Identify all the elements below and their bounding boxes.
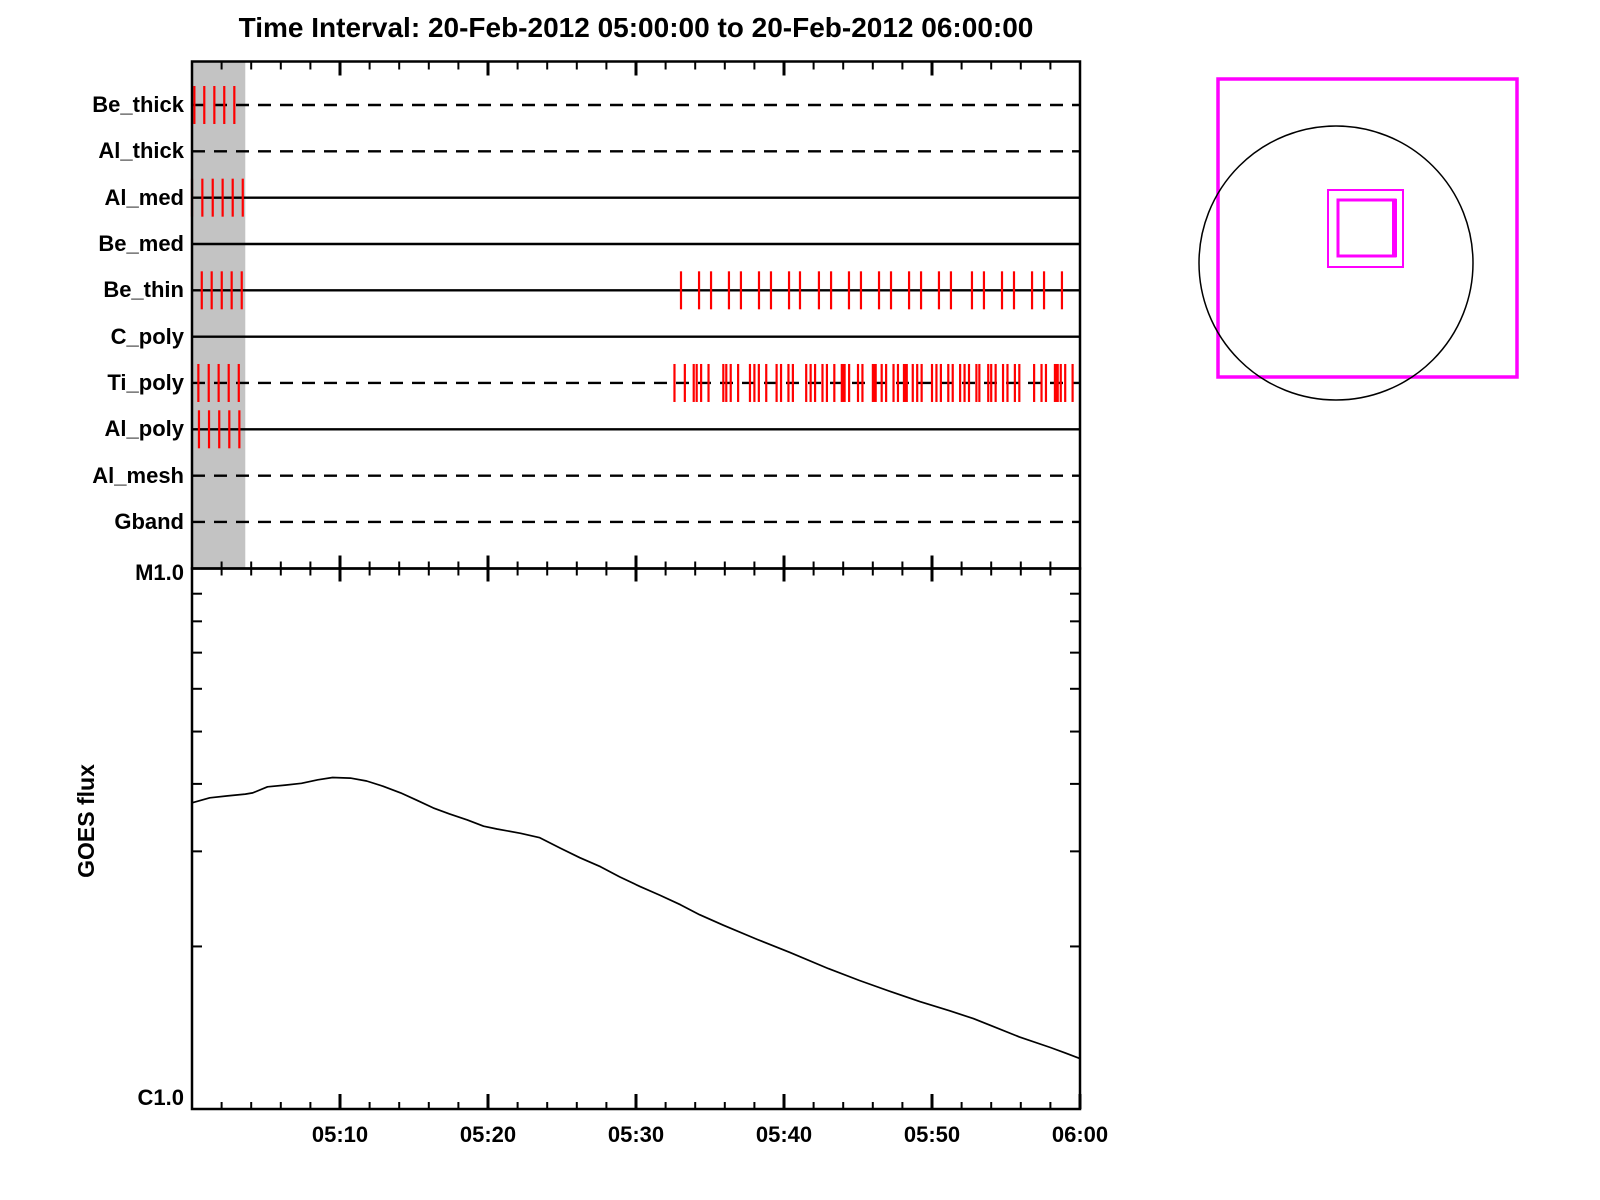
- x-tick-label-0510: 05:10: [311, 1122, 369, 1147]
- fov-outer-boundary-square: [1216, 77, 1519, 379]
- sun-fov-diagram: [1198, 77, 1519, 401]
- filter-row-label-be-thin: Be_thin: [103, 277, 184, 302]
- timeline-row-ti_poly: [192, 363, 1080, 402]
- x-tick-label-0520: 05:20: [459, 1122, 517, 1147]
- goes-ymin-label: C1.0: [137, 1085, 184, 1110]
- planned-observation-band: [192, 61, 246, 569]
- x-tick-label-0550: 05:50: [903, 1122, 961, 1147]
- fov-target-square-inner: [1336, 198, 1397, 258]
- timeline-row-be_thin: [192, 271, 1080, 310]
- timeline-row-be_thick: [192, 86, 1080, 124]
- filter-row-label-al-med: Al_med: [104, 185, 184, 210]
- filter-row-label-gband: Gband: [114, 509, 184, 534]
- goes-frame: [190, 567, 1082, 1111]
- goes-flux-panel: [190, 567, 1082, 1111]
- filter-row-label-al-poly: Al_poly: [104, 416, 184, 441]
- goes-flux-curve: [191, 776, 1081, 1060]
- goes-ymax-label: M1.0: [135, 560, 184, 585]
- filter-row-label-be-med: Be_med: [98, 231, 184, 256]
- fov-target-square-outer: [1327, 189, 1404, 268]
- x-tick-label-0530: 05:30: [607, 1122, 665, 1147]
- filter-row-label-be-thick: Be_thick: [92, 92, 184, 117]
- timeline-row-al_med: [190, 178, 1080, 217]
- solar-disk-circle: [1198, 125, 1474, 401]
- x-tick-label-0540: 05:40: [755, 1122, 813, 1147]
- timeline-frame: [190, 60, 1082, 570]
- timeline-row-al_poly: [192, 410, 1080, 449]
- timeline-panel: [190, 60, 1082, 582]
- filter-row-label-c-poly: C_poly: [110, 324, 184, 349]
- filter-row-label-al-mesh: Al_mesh: [92, 463, 184, 488]
- x-tick-label-0600: 06:00: [1051, 1122, 1109, 1147]
- page-title: Time Interval: 20-Feb-2012 05:00:00 to 2…: [238, 12, 1034, 43]
- filter-row-label-ti-poly: Ti_poly: [107, 370, 184, 395]
- filter-row-label-al-thick: Al_thick: [98, 138, 184, 163]
